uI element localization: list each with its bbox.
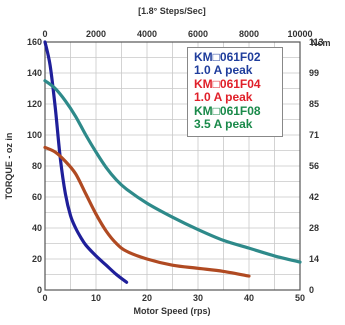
right-tick-label: 0	[309, 285, 314, 295]
plot-frame	[44, 41, 301, 291]
series-line	[43, 145, 251, 278]
right-tick-label: 42	[309, 192, 319, 202]
legend-entry: KM□061F02 1.0 A peak	[194, 51, 276, 77]
top-tick-label: 4000	[137, 29, 157, 39]
legend-entry: KM□061F08 3.5 A peak	[194, 105, 276, 131]
top-tick-label: 6000	[188, 29, 208, 39]
y-axis-label: TORQUE - oz in	[4, 133, 14, 200]
x-tick-label: 10	[91, 293, 101, 303]
legend-entry-current: 1.0 A peak	[194, 90, 253, 104]
y-tick-label: 120	[27, 99, 42, 109]
x-tick-label: 50	[295, 293, 305, 303]
series-lines	[43, 40, 302, 284]
legend-entry-current: 1.0 A peak	[194, 63, 253, 77]
y-tick-label: 100	[27, 130, 42, 140]
legend-entry-current: 3.5 A peak	[194, 117, 253, 131]
right-tick-label: 14	[309, 254, 319, 264]
y-tick-label: 0	[37, 285, 42, 295]
legend-entry-model: KM□061F02	[194, 50, 261, 64]
y-tick-label: 140	[27, 68, 42, 78]
top-tick-label: 8000	[239, 29, 259, 39]
x-tick-label: 0	[42, 293, 47, 303]
legend-entry-model: KM□061F04	[194, 77, 261, 91]
y-tick-label: 60	[32, 192, 42, 202]
y-tick-label: 80	[32, 161, 42, 171]
y-tick-label: 20	[32, 254, 42, 264]
top-tick-label: 2000	[86, 29, 106, 39]
right-tick-label: 113	[309, 37, 324, 47]
series-line	[43, 79, 302, 264]
right-tick-label: 85	[309, 99, 319, 109]
right-tick-label: 99	[309, 68, 319, 78]
legend: KM□061F02 1.0 A peak KM□061F04 1.0 A pea…	[187, 47, 283, 137]
right-tick-label: 28	[309, 223, 319, 233]
top-axis-label: [1.8° Steps/Sec]	[138, 6, 206, 16]
top-tick-label: 10000	[287, 29, 312, 39]
x-axis-label: Motor Speed (rps)	[133, 306, 210, 316]
legend-entry: KM□061F04 1.0 A peak	[194, 78, 276, 104]
x-tick-label: 30	[193, 293, 203, 303]
right-tick-label: 71	[309, 130, 319, 140]
series-line	[43, 40, 129, 284]
right-axis-label: Ncm	[311, 38, 331, 48]
y-tick-label: 160	[27, 37, 42, 47]
x-tick-label: 40	[244, 293, 254, 303]
y-tick-label: 40	[32, 223, 42, 233]
legend-entry-model: KM□061F08	[194, 104, 261, 118]
right-tick-label: 56	[309, 161, 319, 171]
x-tick-label: 20	[142, 293, 152, 303]
top-tick-label: 0	[42, 29, 47, 39]
